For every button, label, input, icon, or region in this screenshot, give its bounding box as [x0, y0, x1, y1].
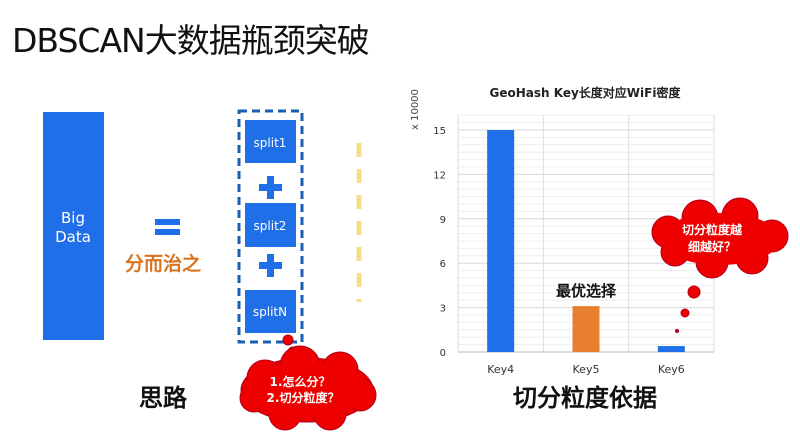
y-ticks: 0 3 6 9 12 15	[433, 126, 446, 359]
best-choice-label: 最优选择	[556, 282, 617, 300]
splits-dashed-box	[237, 109, 304, 344]
split-label-n: splitN	[253, 305, 287, 319]
right-caption: 切分粒度依据	[513, 384, 657, 412]
y-tick-label: 0	[440, 348, 446, 359]
left-thought-bubble	[239, 334, 377, 431]
right-bubble-line-1: 切分粒度越	[682, 222, 743, 237]
x-tick-label: Key6	[658, 363, 685, 376]
slide-title: DBSCAN大数据瓶颈突破	[12, 21, 370, 60]
plus-icon	[259, 254, 282, 277]
x-tick-label: Key4	[487, 363, 514, 376]
equals-icon	[155, 219, 180, 235]
divide-conquer-label: 分而治之	[125, 252, 201, 275]
chart-title: GeoHash Key长度对应WiFi密度	[490, 85, 682, 100]
y-tick-label: 3	[440, 304, 446, 315]
big-data-block	[43, 112, 104, 340]
y-tick-label: 15	[433, 126, 446, 137]
bar-key4	[487, 130, 515, 352]
split-label-2: split2	[254, 219, 287, 233]
chart-bars	[487, 130, 685, 352]
left-bubble-line-1: 1.怎么分？	[270, 374, 331, 389]
right-bubble-line-2: 细越好？	[688, 239, 736, 254]
split-box-n	[245, 290, 296, 333]
split-box-2	[245, 203, 296, 247]
right-thought-bubble	[651, 197, 789, 333]
split-box-1	[245, 120, 296, 163]
y-tick-label: 9	[440, 215, 446, 226]
y-tick-label: 6	[440, 259, 446, 270]
y-tick-label: 12	[433, 170, 446, 181]
left-caption: 思路	[139, 384, 188, 412]
left-bubble-line-2: 2.切分粒度？	[267, 390, 340, 405]
x-tick-labels: Key4 Key5 Key6	[487, 363, 685, 376]
y-axis-label: x 10000	[410, 89, 421, 130]
x-tick-label: Key5	[573, 363, 600, 376]
big-data-label-1: Big	[61, 209, 85, 227]
split-label-1: split1	[254, 136, 287, 150]
big-data-label-2: Data	[55, 228, 91, 246]
plus-icon	[259, 176, 282, 199]
bar-key6	[657, 346, 685, 352]
bar-key5	[572, 306, 600, 352]
